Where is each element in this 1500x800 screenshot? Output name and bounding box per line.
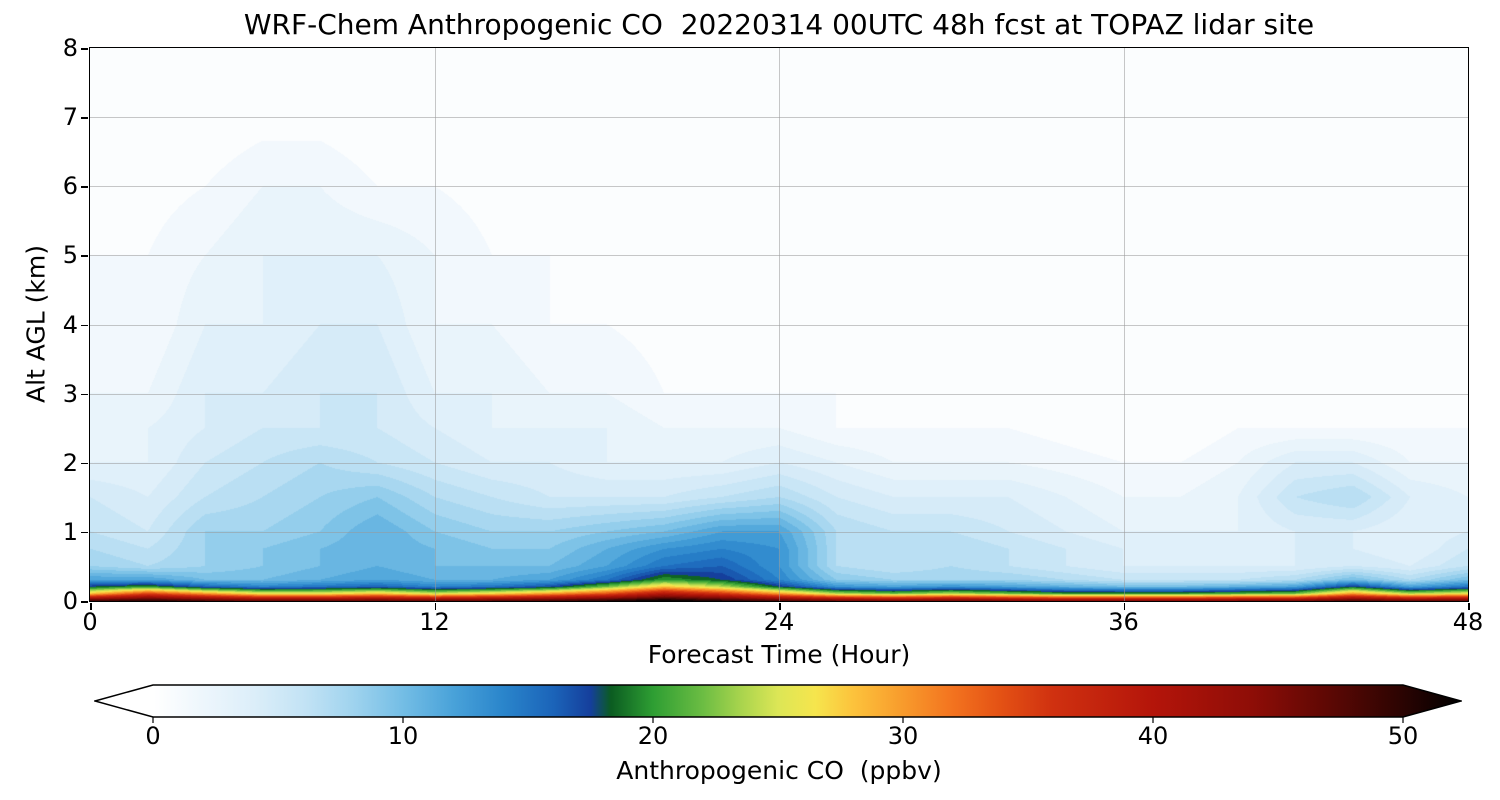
gridline-horizontal bbox=[90, 117, 1468, 119]
y-tick-mark bbox=[81, 255, 88, 257]
x-tick-mark bbox=[1468, 603, 1470, 610]
y-tick-label: 7 bbox=[62, 103, 78, 132]
x-tick-mark bbox=[90, 603, 92, 610]
x-tick-label: 12 bbox=[419, 608, 450, 636]
y-tick-mark bbox=[81, 393, 88, 396]
y-tick-label: 4 bbox=[62, 310, 78, 339]
x-tick-mark bbox=[1123, 603, 1125, 610]
y-tick-label: 1 bbox=[62, 517, 78, 546]
colorbar bbox=[94, 684, 1462, 723]
chart-title: WRF-Chem Anthropogenic CO 20220314 00UTC… bbox=[243, 8, 1315, 41]
y-tick-mark bbox=[81, 186, 88, 188]
y-tick-mark bbox=[81, 117, 88, 119]
y-tick-label: 2 bbox=[62, 448, 78, 477]
colorbar-tick-label: 30 bbox=[887, 722, 919, 750]
y-tick-mark bbox=[81, 601, 88, 603]
y-axis-label: Alt AGL (km) bbox=[21, 244, 51, 404]
x-tick-label: 48 bbox=[1452, 608, 1484, 636]
y-tick-mark bbox=[81, 48, 88, 50]
colorbar-label: Anthropogenic CO (ppbv) bbox=[616, 756, 942, 785]
y-tick-mark bbox=[81, 531, 88, 534]
gridline-horizontal bbox=[90, 393, 1468, 395]
y-tick-label: 3 bbox=[62, 379, 78, 408]
colorbar-tick-label: 40 bbox=[1137, 722, 1169, 750]
colorbar-ticks bbox=[152, 717, 1404, 723]
y-tick-label: 8 bbox=[62, 34, 78, 62]
y-tick-label: 0 bbox=[62, 587, 78, 615]
colorbar-tick-label: 20 bbox=[637, 722, 669, 750]
x-tick-label: 24 bbox=[763, 608, 795, 636]
colorbar-tick-label: 0 bbox=[145, 722, 161, 750]
y-tick-label: 6 bbox=[62, 172, 78, 201]
gridline-horizontal bbox=[90, 255, 1468, 257]
gridline-horizontal bbox=[90, 531, 1468, 533]
x-tick-label: 36 bbox=[1108, 608, 1139, 636]
x-axis-label: Forecast Time (Hour) bbox=[647, 640, 911, 669]
y-tick-mark bbox=[81, 324, 88, 326]
gridline-horizontal bbox=[90, 462, 1468, 464]
colorbar-tick-label: 50 bbox=[1387, 722, 1419, 750]
colorbar-tick-label: 10 bbox=[387, 722, 419, 750]
x-tick-mark bbox=[434, 603, 436, 610]
gridline-horizontal bbox=[90, 186, 1468, 188]
x-tick-mark bbox=[779, 603, 781, 610]
x-tick-label: 0 bbox=[82, 608, 98, 636]
y-tick-label: 5 bbox=[62, 241, 78, 270]
y-tick-mark bbox=[81, 462, 88, 465]
plot-area bbox=[89, 47, 1469, 602]
colorbar-bar bbox=[94, 684, 1462, 718]
gridline-horizontal bbox=[90, 324, 1468, 326]
